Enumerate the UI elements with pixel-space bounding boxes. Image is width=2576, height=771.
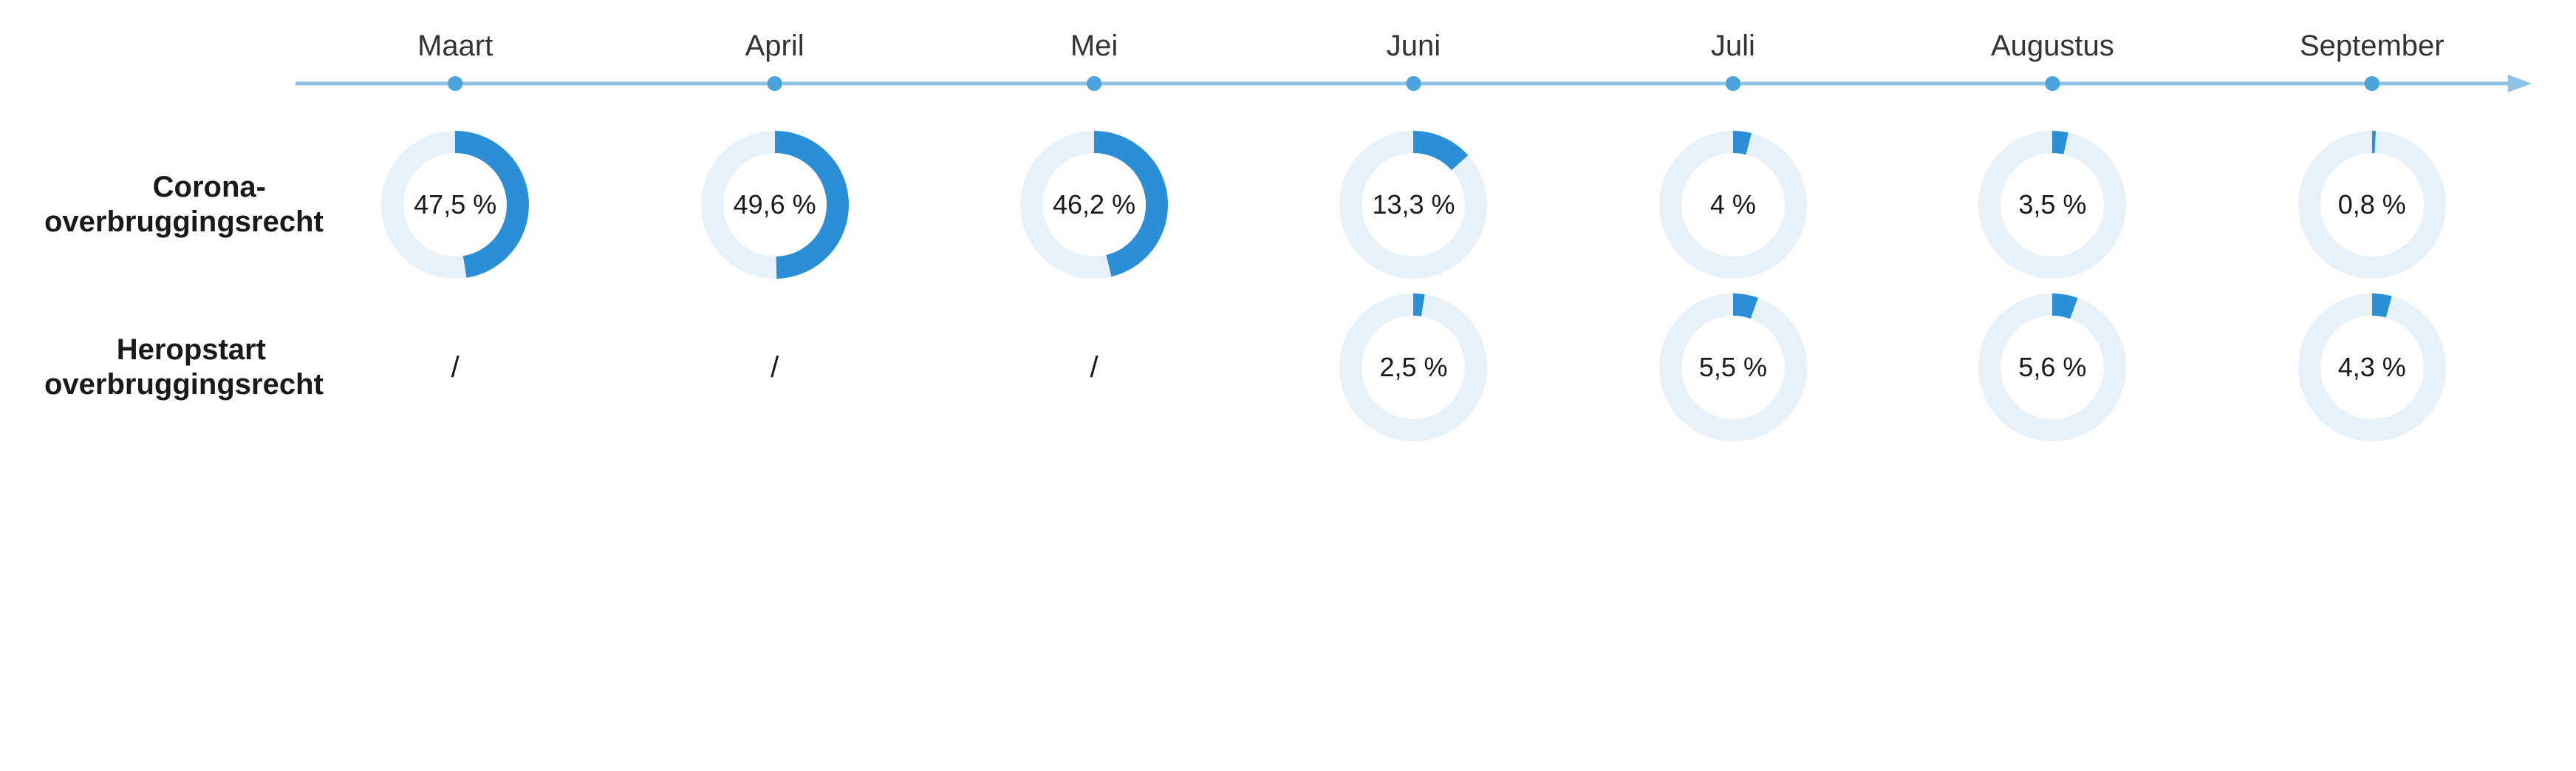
month-label: Mei	[935, 30, 1254, 73]
row-label: Corona- overbruggingsrecht	[44, 170, 295, 240]
donut: 46,2 %	[1020, 131, 1168, 279]
donut-value: 13,3 %	[1339, 131, 1487, 279]
cell: 0,8 %	[2213, 131, 2532, 279]
donut-value: 4 %	[1659, 131, 1807, 279]
na-marker: /	[451, 351, 459, 384]
cell: 3,5 %	[1893, 131, 2212, 279]
cell: 2,5 %	[1254, 293, 1573, 441]
cell: /	[295, 351, 615, 384]
donut-value: 2,5 %	[1339, 293, 1487, 441]
donut-timeline-chart: Maart April Mei Juni Juli Augustus Septe…	[44, 30, 2532, 441]
cell: 47,5 %	[295, 131, 615, 279]
donut-value: 5,6 %	[1978, 293, 2126, 441]
donut: 13,3 %	[1339, 131, 1487, 279]
donut: 5,6 %	[1978, 293, 2126, 441]
month-label: Juli	[1574, 30, 1893, 73]
cell: 13,3 %	[1254, 131, 1573, 279]
data-row: Corona- overbruggingsrecht 47,5 % 49,6 %…	[44, 131, 2532, 279]
month-label: Juni	[1254, 30, 1573, 73]
donut: 4 %	[1659, 131, 1807, 279]
row-label-line: overbruggingsrecht	[44, 368, 324, 401]
donut: 0,8 %	[2298, 131, 2446, 279]
row-label: Heropstart overbruggingsrecht	[44, 333, 295, 402]
cell: 49,6 %	[615, 131, 934, 279]
donut: 47,5 %	[381, 131, 529, 279]
donut-value: 4,3 %	[2298, 293, 2446, 441]
donut: 2,5 %	[1339, 293, 1487, 441]
month-header-row: Maart April Mei Juni Juli Augustus Septe…	[44, 30, 2532, 73]
data-row: Heropstart overbruggingsrecht / / / 2,5 …	[44, 293, 2532, 441]
timeline-arrow	[295, 73, 2532, 94]
donut: 49,6 %	[701, 131, 849, 279]
month-label: Maart	[295, 30, 615, 73]
donut-value: 3,5 %	[1978, 131, 2126, 279]
month-label: April	[615, 30, 934, 73]
cell: 4 %	[1574, 131, 1893, 279]
donut-value: 0,8 %	[2298, 131, 2446, 279]
cell: /	[615, 351, 934, 384]
donut: 5,5 %	[1659, 293, 1807, 441]
cell: 5,5 %	[1574, 293, 1893, 441]
cell: /	[935, 351, 1254, 384]
donut: 4,3 %	[2298, 293, 2446, 441]
month-label: September	[2213, 30, 2532, 73]
row-label-line: overbruggingsrecht	[44, 206, 324, 238]
cell: 46,2 %	[935, 131, 1254, 279]
row-label-line: Heropstart	[117, 333, 266, 366]
donut: 3,5 %	[1978, 131, 2126, 279]
na-marker: /	[771, 351, 779, 384]
donut-value: 49,6 %	[701, 131, 849, 279]
timeline	[44, 73, 2532, 94]
row-label-line: Corona-	[153, 171, 266, 203]
donut-value: 46,2 %	[1020, 131, 1168, 279]
donut-value: 5,5 %	[1659, 293, 1807, 441]
cell: 5,6 %	[1893, 293, 2212, 441]
donut-value: 47,5 %	[381, 131, 529, 279]
cell: 4,3 %	[2213, 293, 2532, 441]
month-label: Augustus	[1893, 30, 2212, 73]
na-marker: /	[1090, 351, 1099, 384]
